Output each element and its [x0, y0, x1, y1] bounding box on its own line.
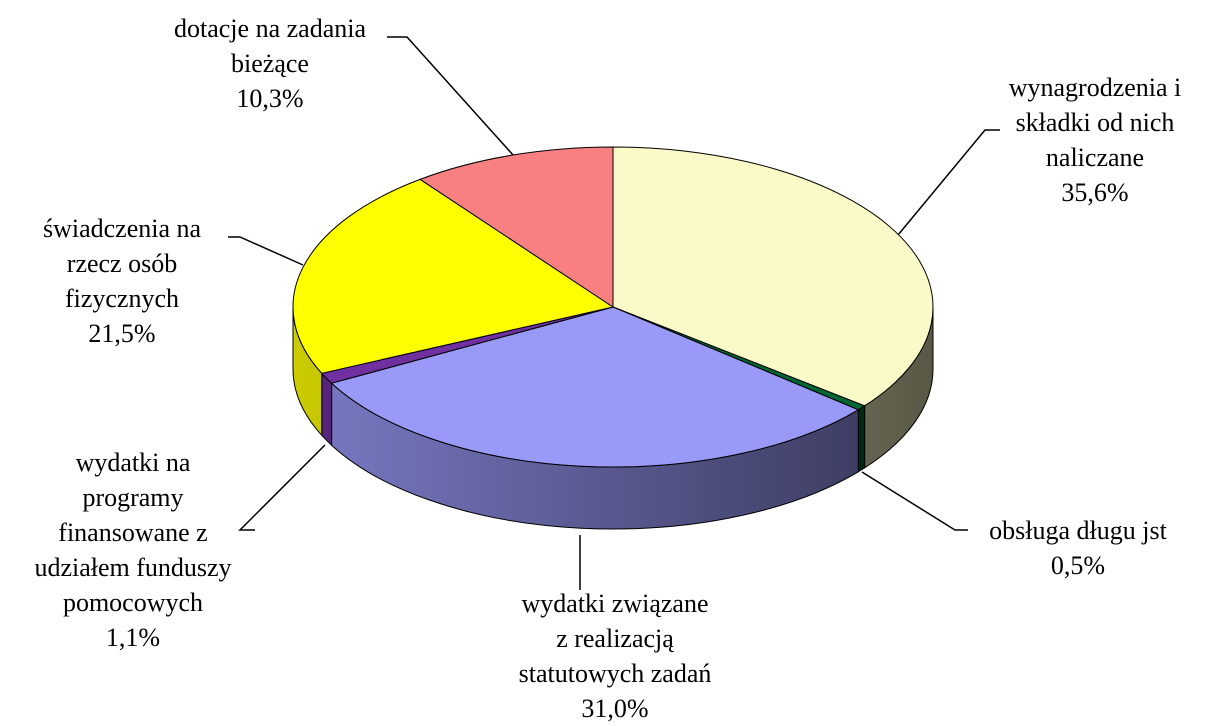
category-label: wydatki związane z realizacją statutowyc… [518, 589, 712, 688]
slice [330, 306, 860, 468]
category-label: obsługa długu jst [989, 516, 1167, 545]
category-label: świadczenia na rzecz osób fizycznych [42, 214, 202, 313]
leader-line [897, 129, 1000, 236]
slice-side [857, 404, 866, 473]
slice [418, 146, 614, 308]
slice-side [321, 372, 333, 447]
category-label: wydatki na programy finansowane z udział… [34, 448, 232, 617]
leader-line [228, 236, 304, 266]
value-label: 0,5% [1050, 551, 1106, 580]
slice [612, 146, 934, 407]
slice-label: obsługa długu jst 0,5% [928, 513, 1212, 583]
value-label: 21,5% [88, 319, 156, 348]
slice-label: wynagrodzenia i składki od nich naliczan… [945, 70, 1212, 210]
slice-label: wydatki związane z realizacją statutowyc… [465, 586, 765, 726]
leader-line [387, 36, 514, 156]
category-label: dotacje na zadania bieżące [174, 14, 366, 78]
slice-label: świadczenia na rzecz osób fizycznych 21,5… [0, 211, 272, 351]
slice [292, 178, 615, 374]
value-label: 1,1% [105, 623, 161, 652]
category-label: wynagrodzenia i składki od nich naliczan… [1008, 73, 1182, 172]
value-label: 35,6% [1061, 178, 1129, 207]
slice-label: dotacje na zadania bieżące 10,3% [120, 11, 420, 116]
leader-line [238, 444, 326, 531]
leader-line [861, 471, 968, 531]
value-label: 31,0% [581, 694, 649, 723]
slice-label: wydatki na programy finansowane z udział… [0, 445, 283, 655]
value-label: 10,3% [236, 84, 304, 113]
